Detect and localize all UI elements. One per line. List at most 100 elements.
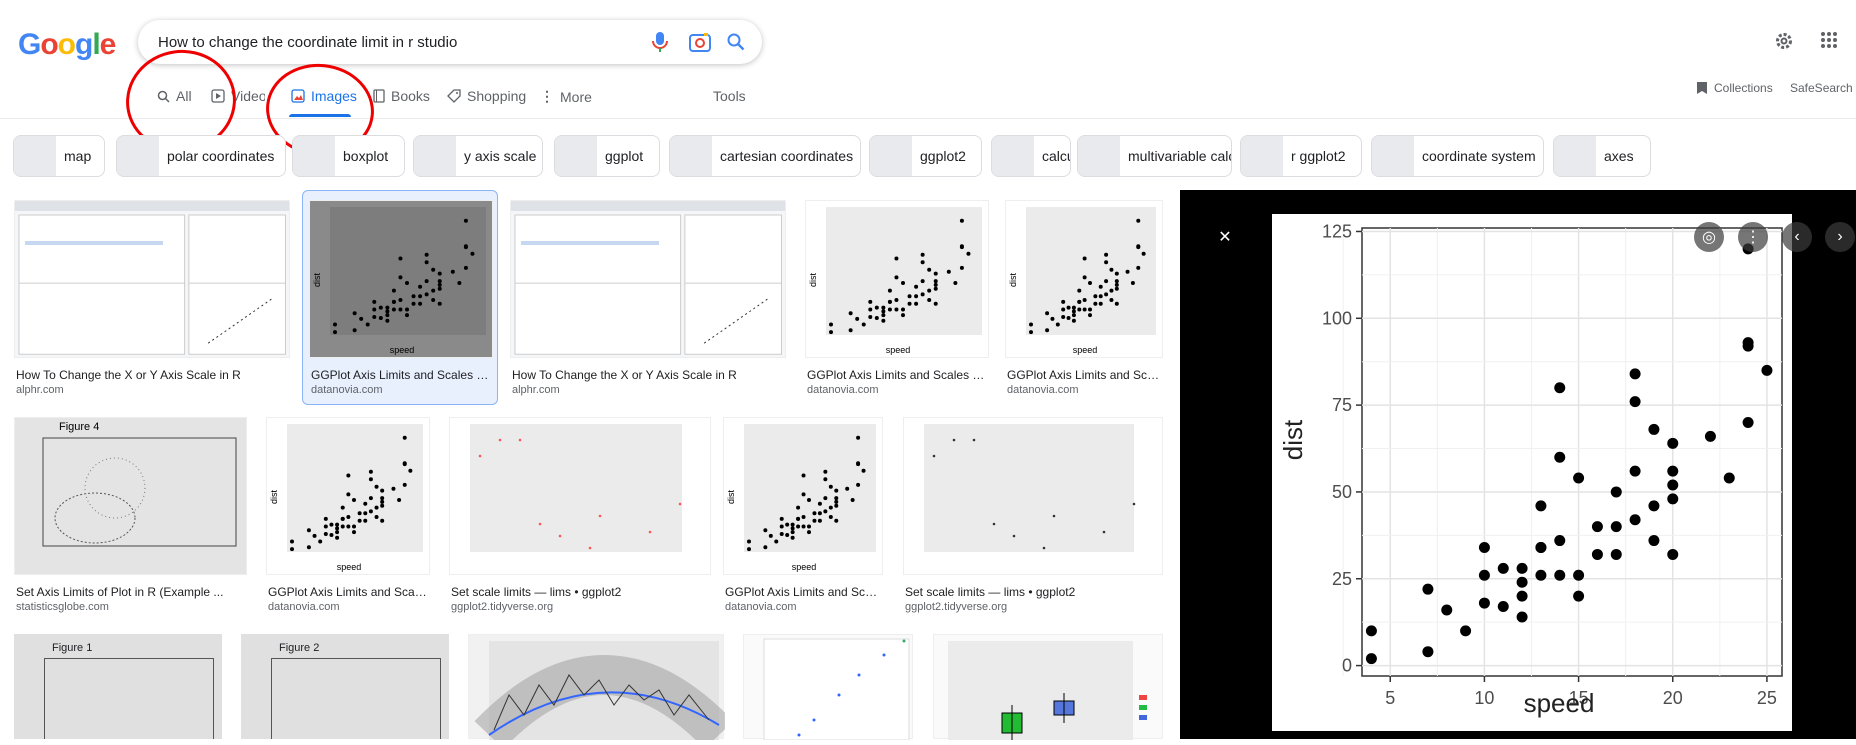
google-logo[interactable]: Google xyxy=(18,28,116,62)
result-thumbnail[interactable] xyxy=(743,634,913,741)
image-result[interactable]: speed dist GGPlot Axis Limits and Scales :… xyxy=(805,200,989,408)
chip-label: polar coordinates xyxy=(167,148,275,164)
data-point xyxy=(1591,548,1603,560)
tab-videos[interactable]: Videos xyxy=(211,88,265,104)
tab-shopping[interactable]: Shopping xyxy=(447,88,526,104)
image-result[interactable]: Figure 4 Set Axis Limits of Plot in R (Ex… xyxy=(14,417,247,625)
search-icon[interactable] xyxy=(724,30,748,54)
more-vert-icon: ⋮ xyxy=(540,88,554,104)
data-point xyxy=(1648,500,1660,512)
lens-camera-icon[interactable] xyxy=(688,30,712,54)
microphone-icon[interactable] xyxy=(648,30,672,54)
logo-letter: G xyxy=(18,28,41,61)
result-thumbnail[interactable]: speed dist xyxy=(1005,200,1163,358)
result-thumbnail[interactable] xyxy=(933,634,1163,740)
tab-more[interactable]: ⋮ More xyxy=(540,88,592,105)
result-thumbnail[interactable]: speed dist xyxy=(723,417,883,575)
chip-r-ggplot2[interactable]: r ggplot2 xyxy=(1240,135,1362,177)
x-axis-label: speed xyxy=(1524,688,1595,718)
image-result[interactable]: Set scale limits — lims • ggplot2 ggplot2… xyxy=(449,417,711,625)
result-title[interactable]: GGPlot Axis Limits and Scal... xyxy=(1007,368,1161,382)
image-result[interactable]: speed dist GGPlot Axis Limits and Scale...… xyxy=(266,417,430,625)
result-thumbnail[interactable] xyxy=(14,200,290,358)
data-point xyxy=(1535,500,1547,512)
data-point xyxy=(1478,569,1490,581)
result-thumbnail[interactable] xyxy=(449,417,711,575)
mini-scatter: speed dist xyxy=(806,201,988,357)
tab-all[interactable]: All xyxy=(157,88,192,104)
image-result[interactable]: speed dist GGPlot Axis Limits and Scal... d… xyxy=(1005,200,1163,408)
result-source: datanovia.com xyxy=(268,601,340,613)
data-point xyxy=(1441,604,1453,616)
image-result[interactable]: speed dist GGPlot Axis Limits and Scale...… xyxy=(723,417,883,625)
rstudio-screenshot xyxy=(511,201,785,357)
y-tick-label: 0 xyxy=(1342,656,1352,676)
result-thumbnail[interactable] xyxy=(468,634,734,745)
image-result[interactable]: How To Change the X or Y Axis Scale in R… xyxy=(14,200,290,408)
search-input[interactable]: How to change the coordinate limit in r … xyxy=(158,34,458,51)
scatter-chart: 5 10 15 20 25 0 25 50 75 100 125 speed dist xyxy=(1278,221,1783,718)
result-thumbnail[interactable] xyxy=(510,200,786,358)
result-title[interactable]: How To Change the X or Y Axis Scale in R xyxy=(512,368,737,382)
preview-image[interactable]: 5 10 15 20 25 0 25 50 75 100 125 speed dist xyxy=(1272,214,1792,731)
tab-images[interactable]: Images xyxy=(291,88,357,104)
result-thumbnail[interactable]: Figure 4 xyxy=(14,417,247,575)
result-thumbnail[interactable]: speed dist xyxy=(266,417,430,575)
data-point xyxy=(1535,542,1547,554)
chip-axes[interactable]: axes xyxy=(1553,135,1651,177)
result-thumbnail[interactable] xyxy=(903,417,1163,575)
previous-image-button[interactable]: ‹ xyxy=(1782,222,1812,252)
chip-map[interactable]: map xyxy=(13,135,105,177)
image-result[interactable]: speed dist GGPlot Axis Limits and Scales :… xyxy=(309,200,493,408)
result-title[interactable]: GGPlot Axis Limits and Scale... xyxy=(268,585,428,599)
chip-calculus[interactable]: calculus xyxy=(991,135,1071,177)
x-tick-label: 25 xyxy=(1757,688,1777,708)
data-point xyxy=(1742,337,1754,349)
result-thumbnail[interactable]: speed dist xyxy=(805,200,989,358)
chip-coordinate-system[interactable]: coordinate system xyxy=(1371,135,1544,177)
more-options-button[interactable]: ⋮ xyxy=(1738,222,1768,252)
data-point xyxy=(1629,465,1641,477)
collections-link[interactable]: Collections xyxy=(1696,81,1773,95)
mini-scatter: speed dist xyxy=(267,418,429,574)
data-point xyxy=(1667,493,1679,505)
result-thumbnail[interactable]: Figure 2 xyxy=(241,634,449,739)
result-title[interactable]: Set scale limits — lims • ggplot2 xyxy=(451,585,622,599)
chip-cartesian-coordinates[interactable]: cartesian coordinates xyxy=(669,135,861,177)
result-title[interactable]: Set scale limits — lims • ggplot2 xyxy=(905,585,1076,599)
lens-search-button[interactable]: ◎ xyxy=(1694,222,1724,252)
apps-grid-icon[interactable] xyxy=(1820,31,1838,54)
chip-y-axis-scale[interactable]: y axis scale xyxy=(413,135,543,177)
svg-text:dist: dist xyxy=(808,273,818,288)
result-thumbnail[interactable]: Figure 1 xyxy=(14,634,222,739)
svg-text:dist: dist xyxy=(312,273,322,288)
chip-ggplot2[interactable]: ggplot2 xyxy=(869,135,982,177)
chip-thumbnail xyxy=(670,136,712,176)
tools-button[interactable]: Tools xyxy=(713,88,746,104)
chip-ggplot[interactable]: ggplot xyxy=(554,135,660,177)
image-result[interactable]: Set scale limits — lims • ggplot2 ggplot2… xyxy=(903,417,1163,625)
result-title[interactable]: GGPlot Axis Limits and Scales : I... xyxy=(807,368,987,382)
tab-books[interactable]: Books xyxy=(373,88,430,104)
safesearch-link[interactable]: SafeSearch o xyxy=(1790,81,1856,95)
chip-multivariable-calculus[interactable]: multivariable calculus xyxy=(1077,135,1232,177)
chip-boxplot[interactable]: boxplot xyxy=(292,135,405,177)
settings-gear-icon[interactable] xyxy=(1774,31,1794,56)
result-title[interactable]: Set Axis Limits of Plot in R (Example ..… xyxy=(16,585,224,599)
result-title[interactable]: How To Change the X or Y Axis Scale in R xyxy=(16,368,241,382)
chip-polar-coordinates[interactable]: polar coordinates xyxy=(116,135,286,177)
data-point xyxy=(1535,569,1547,581)
y-tick-label: 100 xyxy=(1322,308,1352,328)
result-title[interactable]: GGPlot Axis Limits and Scales : I... xyxy=(311,368,491,382)
search-box[interactable]: How to change the coordinate limit in r … xyxy=(138,20,762,64)
result-thumbnail[interactable]: speed dist xyxy=(309,200,493,358)
result-title[interactable]: GGPlot Axis Limits and Scale... xyxy=(725,585,881,599)
y-tick-label: 125 xyxy=(1322,221,1352,241)
logo-letter: o xyxy=(57,28,76,61)
data-point xyxy=(1610,521,1622,533)
svg-text:speed: speed xyxy=(792,562,817,572)
close-preview-button[interactable]: ✕ xyxy=(1210,222,1240,252)
image-result[interactable]: How To Change the X or Y Axis Scale in R… xyxy=(510,200,786,408)
next-image-button[interactable]: › xyxy=(1825,222,1855,252)
data-point xyxy=(1573,472,1585,484)
